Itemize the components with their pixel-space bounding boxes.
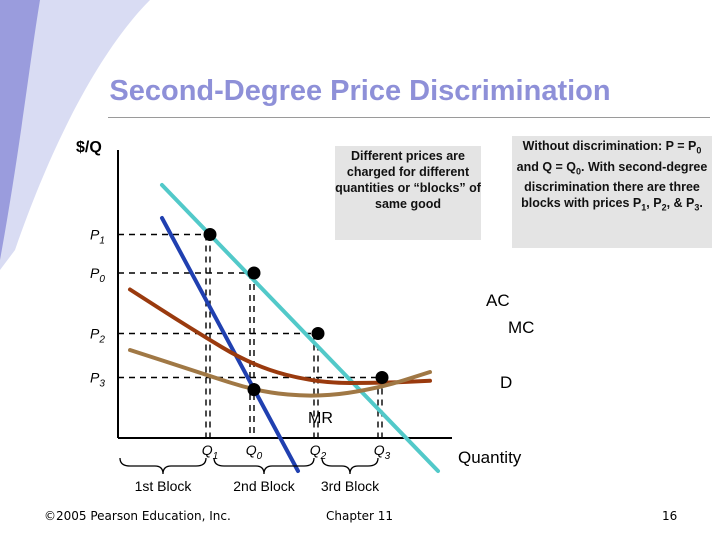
title-rule [108,117,710,118]
chart-axes [117,150,452,439]
curve-mr [160,216,300,473]
price-point-4 [375,371,389,384]
y-tick-label-P0: P0 [90,265,105,285]
footer-chapter: Chapter 11 [326,509,394,523]
x-tick-label-Q2: Q2 [310,442,327,462]
curve-label-d: D [500,373,512,392]
y-tick-label-P2: P2 [90,326,105,346]
chart-labels: $/Q Quantity P1 P0 P2 P3 Q1 Q0 Q2 Q3 D MR AC MC 1st Bl… [76,139,534,494]
background-swoosh-dark [0,0,40,260]
block-brace-1 [119,457,207,475]
block-label-3: 3rd Block [321,478,380,494]
x-tick-label-Q0: Q0 [246,442,263,462]
y-tick-label-P1: P1 [90,227,105,247]
price-point-3 [311,327,325,340]
curve-label-mc: MC [508,318,534,337]
blocks-note-box: Different prices are charged for differe… [335,146,481,240]
block-brace-3 [321,457,379,475]
blocks-note-text: Different prices are charged for differe… [335,149,481,211]
block-label-1: 1st Block [135,478,193,494]
without-note-text: Without discrimination: P = P0 and Q = Q… [516,139,708,213]
curve-label-ac: AC [486,291,510,310]
y-axis-label: $/Q [76,139,102,156]
block-brace-2 [213,457,315,475]
without-note-box: Without discrimination: P = P0 and Q = Q… [512,136,712,248]
curve-ac [128,287,432,386]
x-tick-label-Q3: Q3 [374,442,391,462]
slide-title: Second-Degree Price Discrimination [109,75,611,107]
x-tick-label-Q1: Q1 [202,442,218,462]
curve-mc [128,348,432,398]
background-swoosh-light [0,0,150,270]
block-braces [119,457,379,475]
x-axis-label: Quantity [458,448,522,467]
price-point-5 [247,383,261,397]
footer-copyright: ©2005 Pearson Education, Inc. [44,509,231,523]
footer-page-number: 16 [662,509,678,523]
block-label-2: 2nd Block [233,478,295,494]
price-point-2 [247,266,261,280]
price-point-1 [203,228,217,241]
y-tick-label-P3: P3 [90,370,105,390]
curve-label-mr: MR [308,410,333,427]
price-points [203,228,389,397]
guide-lines [118,233,383,438]
